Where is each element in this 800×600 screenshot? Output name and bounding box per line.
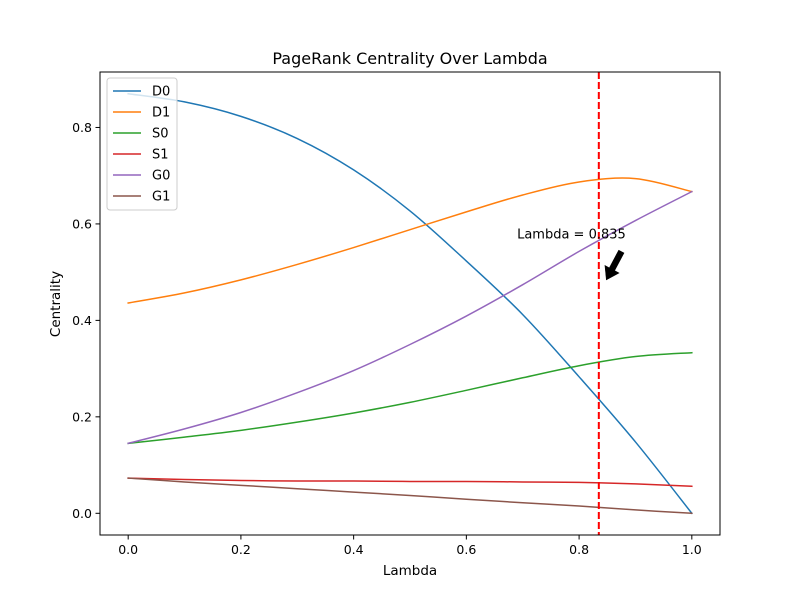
legend-box (106, 77, 178, 211)
legend-label-g1: G1 (152, 190, 170, 205)
annotation-arrow-head (604, 249, 625, 281)
x-tick-label: 0.8 (569, 542, 589, 557)
y-tick-label: 0.8 (72, 120, 92, 135)
y-tick-label: 0.6 (72, 216, 92, 231)
plot-frame (99, 71, 721, 536)
plot-area: Lambda = 0.835 0.0 0.2 0.4 0.6 0.8 1.0 0.0 0.2 0.… (72, 71, 721, 557)
legend: D0 D1 S0 S1 G0 G1 (106, 77, 178, 211)
y-tick-label: 0.0 (72, 506, 92, 521)
x-tick-label: 0.2 (231, 542, 251, 557)
legend-label-s0: S0 (152, 127, 169, 142)
x-tick-label: 0.6 (456, 542, 476, 557)
legend-label-d1: D1 (152, 106, 170, 121)
y-tick-label: 0.2 (72, 409, 92, 424)
x-tick-label: 1.0 (682, 542, 702, 557)
legend-label-g0: G0 (152, 169, 170, 184)
x-axis-title: Lambda (383, 563, 437, 579)
legend-label-s1: S1 (152, 148, 169, 163)
annotation-text: Lambda = 0.835 (517, 228, 626, 243)
annotation-arrow (604, 249, 625, 281)
series-lines (127, 92, 693, 515)
series-line-s1 (127, 477, 693, 488)
series-line-g0 (127, 190, 693, 445)
x-tick-label: 0.4 (344, 542, 364, 557)
x-tick-label: 0.0 (118, 542, 138, 557)
legend-label-d0: D0 (152, 85, 170, 100)
series-line-s0 (127, 351, 693, 445)
series-line-g1 (127, 477, 693, 515)
y-axis-title: Centrality (48, 271, 64, 337)
series-line-d0 (127, 92, 693, 515)
series-line-d1 (127, 177, 693, 304)
chart-title: PageRank Centrality Over Lambda (272, 49, 547, 68)
y-tick-label: 0.4 (72, 313, 92, 328)
